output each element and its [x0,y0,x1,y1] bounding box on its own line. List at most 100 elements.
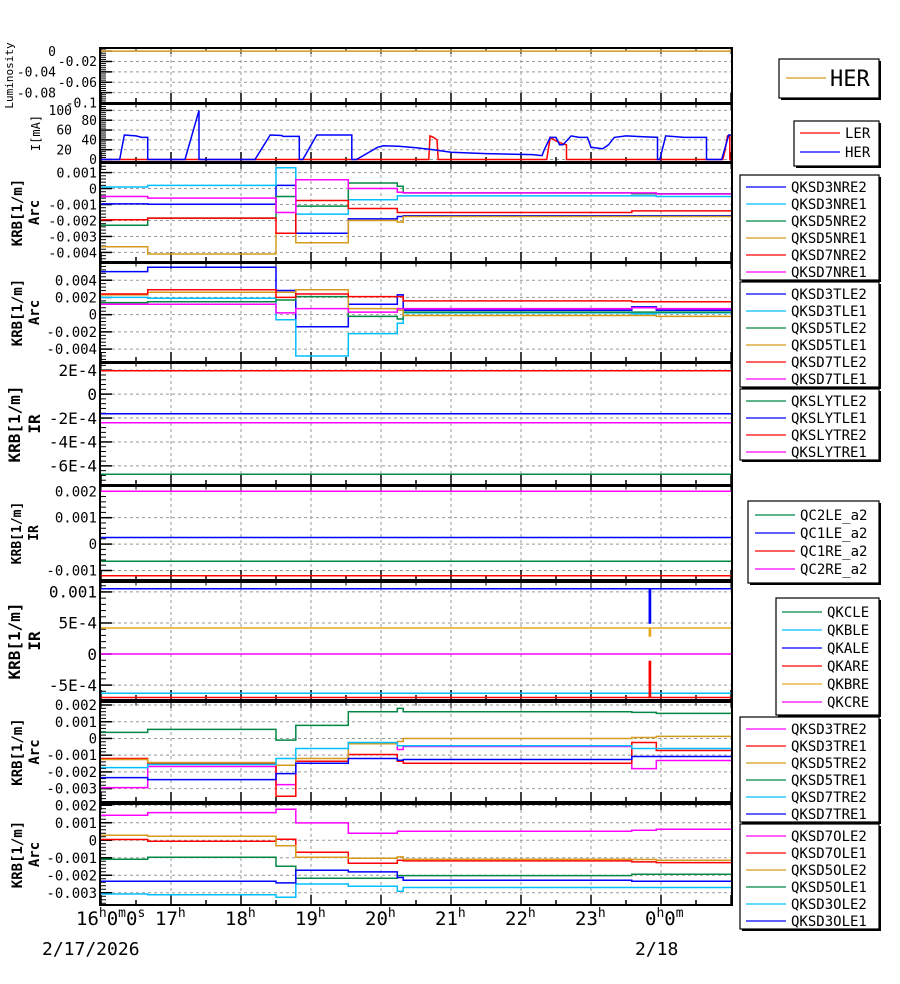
series-group [100,707,732,798]
series-line-qksd3tle2 [100,266,732,328]
legend-panel-2: LER HER [793,120,881,168]
series-line-qkbre [100,627,732,637]
x-tick-number: 17 [155,908,178,930]
legend-entry: QKSD7NRE1 [791,265,867,281]
legend-entry: QKSD5TRE2 [791,756,867,772]
y-tick-label: 20 [56,143,72,158]
x-tick-unit: h [598,906,606,921]
x-tick-label: 23h [575,906,606,930]
panel-7: 0.001 5E-4 0 -5E-4 KRB[1/m] IR [5,580,733,701]
y-tick-label: -0.08 [17,86,56,101]
x-tick-unit: m [118,906,126,921]
series-group [100,370,732,475]
legend-entry: QKSD3TRE2 [791,722,867,738]
x-tick-unit: h [388,906,396,921]
x-tick-number: 0 [126,908,137,930]
x-tick-label: 17h [155,906,186,930]
y-tick-label: -5E-4 [49,676,97,695]
y-tick-label: -0.003 [48,229,97,245]
y-axis-title: KRB[1/m] [10,821,26,888]
y-tick-label: -0.004 [48,245,97,261]
legend-panel-1: HER [778,58,881,100]
x-tick-number: 16 [76,908,99,930]
y-tick-label: -2E-4 [49,409,97,428]
series-line-qksd7tre2 [100,741,732,769]
x-tick-unit: h [99,906,107,921]
y-tick-label: 0.002 [55,798,97,814]
series-line-qksd3tle1 [100,296,732,357]
y-tick-label: -0.002 [48,213,97,229]
x-tick-label: 22h [505,906,536,930]
legend-box [739,823,880,930]
legend-entry: QKSD7NRE2 [791,248,867,264]
x-tick-number: 21 [435,908,458,930]
y-tick-label: 0 [87,645,97,664]
series-line-qksd5tre2 [100,735,732,766]
series-line-her [101,110,731,161]
series-line-qksd5ole1 [100,856,732,879]
legend-entry: QKSLYTRE1 [791,445,867,461]
legend-panel-3: QKSD3NRE2QKSD3NRE1QKSD5NRE2QKSD5NRE1QKSD… [739,174,881,282]
legend-entry: QKBLE [827,623,869,639]
series-group [101,110,731,161]
y-tick-label: -4E-4 [49,433,97,452]
legend-entry: QKSLYTRE2 [791,428,867,444]
legend-entry: QKCRE [827,695,869,711]
legend-entry: QC1RE_a2 [800,544,867,560]
x-tick-unit: h [528,906,536,921]
legend-entry: QKBRE [827,677,869,693]
legend-entry: QKSD5TRE1 [791,773,867,789]
series-line-qksd5tre1 [100,707,732,741]
x-tick-label: 21h [435,906,466,930]
legend-panel-9: QKSD7OLE2QKSD7OLE1QKSD5OLE2QKSD5OLE1QKSD… [739,823,881,931]
y-tick-label: 0.001 [55,816,97,832]
series-group [100,490,732,577]
x-tick-number: 23 [575,908,598,930]
legend-entry: HER [845,145,871,161]
legend-entry: QKSD3NRE1 [791,197,867,213]
legend-entry: QKSD5NRE1 [791,231,867,247]
x-tick-number: 22 [505,908,528,930]
series-line-qksd7tle2 [100,288,732,303]
legend-entry: QKSD5TLE2 [791,321,867,337]
x-tick-unit: h [458,906,466,921]
series-group [100,167,732,255]
legend-entry: HER [830,67,870,92]
y-tick-label: 0.001 [49,583,97,602]
x-axis: 16h0m0s 17h 18h 19h 20h 21h 22h 23h 0h0m2/17/202… [42,906,684,960]
legend-entry: QKSD3TLE1 [791,304,867,320]
y-tick-label: 0.002 [55,484,97,500]
legend-entry: QKARE [827,659,869,675]
y-tick-label: 0 [89,308,97,324]
legend-entry: QKSLYTLE2 [791,394,867,410]
series-line-qksd3nre1 [100,167,732,215]
legend-entry: QC1LE_a2 [800,526,867,542]
series-line-qksd7nre2 [100,199,732,235]
legend-entry: QKSD7TRE1 [791,807,867,823]
x-tick-number: 18 [225,908,248,930]
y-axis-title: KRB[1/m] [10,179,26,246]
legend-entry: QKSD5OLE1 [791,880,867,896]
legend-panel-6: QC2LE_a2 QC1LE_a2 QC1RE_a2 QC2RE_a2 [747,500,881,585]
x-date-label: 2/17/2026 [42,939,140,960]
y-tick-label: -0.002 [46,325,97,341]
panel-frame [99,581,733,701]
x-tick-number: 0 [645,908,656,930]
x-tick-unit: h [178,906,186,921]
y-axis-title: Arc [27,200,43,225]
y-tick-label: 0 [89,181,97,197]
series-line-qksd7ole2 [100,808,732,834]
y-tick-label: 80 [81,114,97,129]
panel-frame [99,47,733,104]
x-tick-number: 0 [107,908,118,930]
y-tick-label: -0.001 [46,748,97,764]
y-tick-label: -0.04 [17,66,56,81]
y-axis-title: KRB[1/m] [10,279,26,346]
y-tick-label: 0.002 [55,290,97,306]
legend-entry: QKSD3TRE1 [791,739,867,755]
legend-entry: QKSD3NRE2 [791,180,867,196]
